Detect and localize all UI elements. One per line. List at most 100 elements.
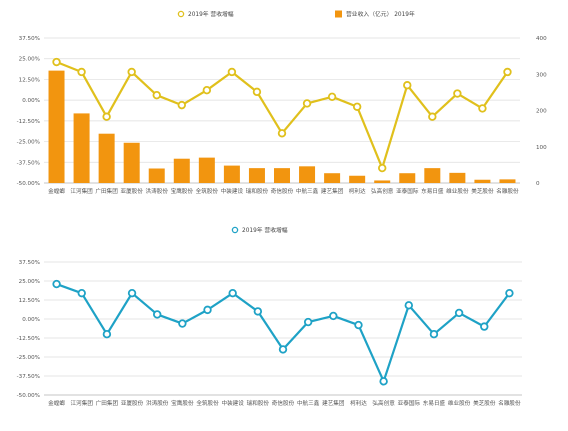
category-label: 维业股份 bbox=[446, 187, 469, 195]
left-axis-tick: -50.00% bbox=[17, 181, 40, 187]
point-growth bbox=[52, 279, 61, 289]
category-label: 中航三鑫 bbox=[297, 399, 320, 407]
point-growth bbox=[77, 288, 86, 298]
bar-revenue bbox=[299, 166, 316, 183]
category-label: 东易日盛 bbox=[423, 399, 446, 407]
bar-revenue bbox=[399, 173, 416, 183]
category-label: 广田集团 bbox=[95, 187, 118, 195]
point-growth bbox=[227, 67, 237, 77]
category-label: 宝鹰股份 bbox=[171, 187, 194, 195]
bar-revenue bbox=[324, 173, 341, 183]
right-axis-tick: 200 bbox=[536, 109, 547, 115]
right-axis-tick: 400 bbox=[536, 36, 547, 42]
point-growth bbox=[403, 81, 412, 90]
bar-revenue bbox=[449, 172, 466, 183]
category-label: 柯利达 bbox=[349, 187, 366, 195]
legend-label-revenue: 营业收入（亿元） 2019年 bbox=[346, 10, 415, 18]
category-label: 瑞和股份 bbox=[247, 399, 270, 407]
left-axis-tick: -37.50% bbox=[17, 160, 40, 166]
category-label: 弘高创意 bbox=[371, 187, 394, 195]
y-axis-tick: -37.50% bbox=[17, 374, 40, 380]
point-growth bbox=[278, 345, 288, 354]
point-growth bbox=[152, 90, 161, 100]
bar-revenue bbox=[198, 157, 215, 183]
point-growth bbox=[352, 102, 362, 111]
bar-revenue bbox=[474, 179, 491, 183]
point-growth bbox=[480, 322, 489, 331]
category-label: 中装建设 bbox=[221, 187, 244, 195]
point-growth bbox=[277, 129, 287, 138]
point-growth bbox=[178, 319, 187, 328]
y-axis-tick: -25.00% bbox=[17, 355, 40, 361]
category-label: 亚厦股份 bbox=[121, 399, 144, 407]
point-growth bbox=[454, 308, 464, 318]
bar-revenue bbox=[424, 168, 441, 183]
category-label: 全筑股份 bbox=[196, 187, 219, 195]
category-label: 亚泰国际 bbox=[398, 399, 421, 407]
revenue-bar-line-chart: 2019年 营收增幅 营业收入（亿元） 2019年 37.50% 25.00% 12.5… bbox=[17, 10, 547, 195]
point-growth bbox=[505, 288, 514, 298]
point-growth bbox=[127, 288, 137, 298]
category-label: 全筑股份 bbox=[196, 399, 219, 407]
point-growth bbox=[329, 311, 338, 321]
category-label: 美芝股份 bbox=[473, 399, 496, 407]
point-growth bbox=[478, 104, 487, 113]
point-growth bbox=[354, 320, 363, 330]
legend-swatch-revenue bbox=[335, 10, 342, 18]
point-growth bbox=[252, 87, 262, 97]
point-growth bbox=[127, 67, 136, 77]
category-label: 建艺集团 bbox=[321, 187, 344, 195]
left-axis-tick: 0.00% bbox=[22, 98, 40, 104]
right-axis-tick: 0 bbox=[536, 181, 540, 187]
category-label: 亚泰国际 bbox=[396, 187, 419, 195]
series-line-growth bbox=[56, 283, 511, 383]
bar-revenue bbox=[274, 168, 290, 183]
right-axis-tick: 300 bbox=[536, 72, 547, 78]
y-axis-tick: -12.50% bbox=[17, 336, 40, 342]
bar-revenue bbox=[374, 180, 391, 183]
category-label: 名雕股份 bbox=[496, 187, 519, 195]
bar-revenue bbox=[499, 179, 516, 183]
category-label: 弘高创意 bbox=[372, 399, 395, 407]
category-label: 洪涛股份 bbox=[146, 399, 169, 407]
point-growth bbox=[453, 89, 462, 98]
category-label: 美芝股份 bbox=[471, 187, 494, 195]
bar-revenue bbox=[123, 142, 140, 183]
point-growth bbox=[52, 57, 61, 67]
point-growth bbox=[302, 99, 312, 108]
category-label: 建艺集团 bbox=[322, 399, 345, 407]
bar-revenue bbox=[98, 133, 115, 183]
legend-swatch-growth bbox=[177, 10, 185, 18]
category-label: 奇信股份 bbox=[272, 399, 295, 407]
category-label: 中航三鑫 bbox=[296, 187, 319, 195]
category-label: 宝鹰股份 bbox=[171, 399, 194, 407]
category-label: 瑞和股份 bbox=[246, 187, 269, 195]
y-axis-tick: 12.50% bbox=[19, 298, 40, 304]
point-growth bbox=[429, 329, 439, 339]
bar-revenue bbox=[73, 113, 90, 183]
legend-label-growth: 2019年 营收增幅 bbox=[188, 10, 234, 18]
y-axis-tick: 25.00% bbox=[19, 279, 40, 285]
category-label: 广田集团 bbox=[96, 399, 119, 407]
category-label: 亚厦股份 bbox=[120, 187, 143, 195]
category-label: 洪涛股份 bbox=[146, 187, 169, 195]
point-growth bbox=[153, 310, 162, 319]
point-growth bbox=[327, 92, 337, 102]
y-axis-tick: 0.00% bbox=[22, 317, 40, 323]
category-label: 奇信股份 bbox=[271, 187, 294, 195]
y-axis-tick: -50.00% bbox=[17, 393, 40, 399]
left-axis-tick: -25.00% bbox=[17, 140, 40, 146]
category-label: 柯利达 bbox=[350, 399, 367, 407]
left-axis-tick: 37.50% bbox=[19, 36, 40, 42]
bar-revenue bbox=[349, 175, 366, 183]
point-growth bbox=[378, 163, 387, 173]
bar-revenue bbox=[248, 168, 265, 183]
bar-revenue bbox=[148, 168, 165, 183]
category-label: 名雕股份 bbox=[498, 399, 521, 407]
point-growth bbox=[177, 100, 186, 110]
legend-label-growth: 2019年 营收增幅 bbox=[242, 226, 288, 234]
point-growth bbox=[428, 112, 437, 121]
category-label: 江河集团 bbox=[70, 187, 93, 195]
point-growth bbox=[503, 67, 512, 77]
left-axis-tick: 12.50% bbox=[19, 77, 40, 83]
